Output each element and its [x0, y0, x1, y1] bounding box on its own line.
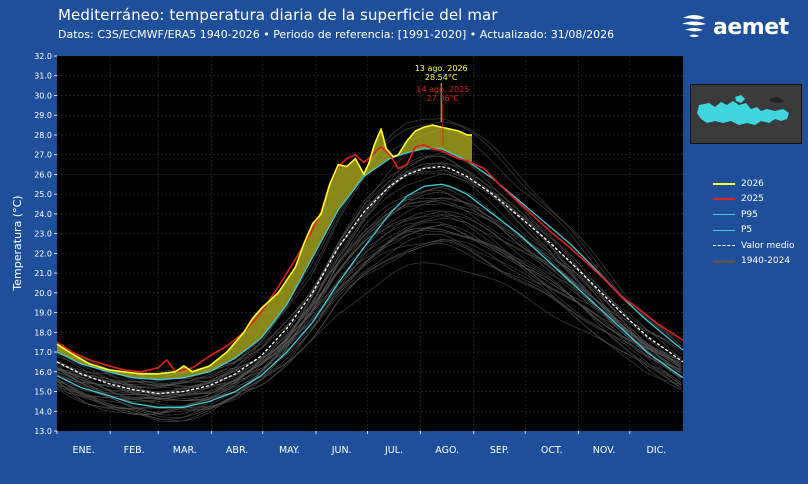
historical-line	[56, 262, 682, 410]
historical-line	[56, 152, 682, 403]
y-tick-label: 24.0	[34, 210, 52, 219]
y-tick-label: 29.0	[34, 111, 52, 120]
historical-line	[56, 227, 682, 386]
legend-item: 1940-2024	[713, 254, 795, 270]
legend-item: 2025	[713, 192, 795, 208]
historical-line	[56, 189, 682, 397]
series-lines	[56, 124, 684, 408]
legend-label: 1940-2024	[741, 256, 791, 267]
historical-line	[56, 199, 682, 399]
legend-label: Valor medio	[741, 240, 795, 251]
historical-line	[56, 173, 682, 415]
chart-title: Mediterráneo: temperatura diaria de la s…	[58, 6, 498, 24]
y-tick-label: 22.0	[34, 249, 52, 258]
x-tick-label: ENE.	[73, 445, 95, 456]
y-axis-ticks: 13.0 14.0 15.0 16.0 17.0 18.0 19.0 20.0 21.0 22.0…	[34, 52, 57, 436]
y-tick-label: 32.0	[34, 52, 52, 61]
series-line-p5	[56, 183, 684, 408]
historical-line	[56, 224, 682, 387]
legend-item: 2026	[713, 176, 795, 192]
y-tick-label: 18.0	[34, 328, 52, 337]
legend: 2026 2025 P95 P5 Valor medio 1940-2024	[713, 176, 795, 269]
y-tick-label: 15.0	[34, 388, 52, 397]
legend-swatch	[713, 198, 735, 201]
annotation-2025-value: 27.36°C	[427, 94, 460, 103]
y-tick-label: 19.0	[34, 309, 52, 318]
historical-line	[56, 172, 682, 414]
y-tick-label: 28.0	[34, 131, 52, 140]
y-tick-label: 26.0	[34, 170, 52, 179]
legend-swatch	[713, 214, 735, 216]
x-tick-label: MAR.	[173, 445, 197, 456]
x-tick-label: AGO.	[435, 445, 459, 456]
historical-lines	[56, 118, 682, 423]
y-tick-label: 31.0	[34, 72, 52, 81]
historical-line	[56, 161, 682, 388]
historical-line	[56, 163, 682, 389]
series-line-2025	[56, 144, 684, 373]
chart-subtitle: Datos: C3S/ECMWF/ERA5 1940-2026 • Period…	[58, 28, 615, 41]
legend-item: P95	[713, 207, 795, 223]
x-tick-label: DIC.	[647, 445, 667, 456]
x-tick-label: JUL.	[384, 445, 403, 456]
historical-line	[56, 155, 682, 422]
logo-text: aemet	[713, 14, 789, 40]
legend-item: P5	[713, 223, 795, 239]
y-tick-label: 25.0	[34, 190, 52, 199]
historical-line	[56, 233, 682, 407]
x-tick-label: NOV.	[593, 445, 616, 456]
y-tick-label: 13.0	[34, 427, 52, 436]
y-tick-label: 20.0	[34, 289, 52, 298]
aemet-logo: aemet	[679, 14, 789, 40]
y-tick-label: 16.0	[34, 368, 52, 377]
annotation-2026-date: 13 ago. 2026	[415, 64, 468, 73]
mediterranean-map-shape	[691, 85, 801, 143]
anomaly-fill	[57, 125, 472, 380]
x-tick-label: FEB.	[124, 445, 145, 456]
legend-swatch	[713, 245, 735, 247]
legend-label: P95	[741, 209, 758, 220]
y-axis-label: Temperatura (°C)	[11, 195, 24, 291]
legend-swatch	[713, 259, 735, 263]
legend-label: 2025	[741, 194, 764, 205]
y-tick-label: 27.0	[34, 151, 52, 160]
x-tick-label: MAY.	[279, 445, 300, 456]
series-line-p95	[56, 148, 684, 381]
y-tick-label: 21.0	[34, 269, 52, 278]
series-line-valor-medio	[56, 165, 684, 395]
x-tick-label: ABR.	[226, 445, 248, 456]
legend-swatch	[713, 229, 735, 231]
y-tick-label: 23.0	[34, 230, 52, 239]
x-tick-label: JUN.	[331, 445, 352, 456]
aemet-logo-icon	[682, 15, 706, 37]
legend-item: Valor medio	[713, 238, 795, 254]
x-axis-ticks: ENE. FEB. MAR. ABR. MAY. JUN. JUL. AGO. SEP. OCT.…	[56, 431, 667, 456]
y-tick-label: 14.0	[34, 407, 52, 416]
x-tick-label: SEP.	[490, 445, 509, 456]
legend-label: P5	[741, 225, 753, 236]
legend-label: 2026	[741, 178, 764, 189]
annotation-2025-date: 14 ago. 2025	[416, 85, 469, 94]
historical-line	[56, 197, 682, 401]
historical-line	[56, 167, 682, 395]
y-tick-label: 17.0	[34, 348, 52, 357]
mediterranean-map	[690, 84, 802, 144]
series-line-2026	[56, 124, 472, 375]
y-tick-label: 30.0	[34, 91, 52, 100]
annotation-2026-value: 28.54°C	[425, 73, 458, 82]
legend-swatch	[713, 182, 735, 185]
x-tick-label: OCT.	[541, 445, 563, 456]
